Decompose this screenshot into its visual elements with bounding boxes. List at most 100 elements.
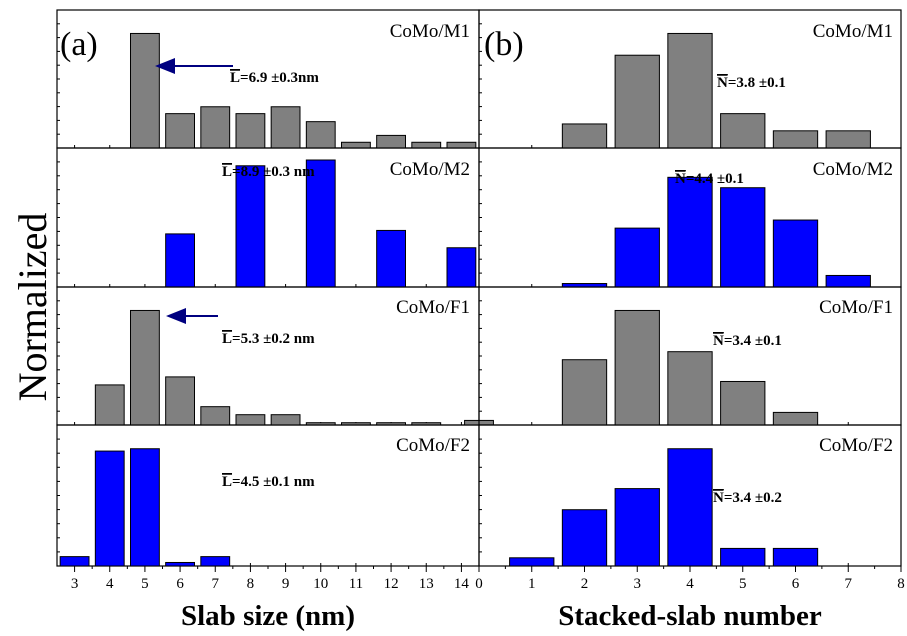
x-axis-label: Stacked-slab number (558, 600, 822, 632)
bar (614, 227, 660, 288)
arrow-head (166, 308, 186, 324)
sample-label: CoMo/F1 (819, 297, 893, 318)
bar (59, 556, 90, 567)
x-tick-label: 5 (739, 576, 747, 592)
bar (270, 106, 301, 149)
bar (94, 384, 125, 426)
bar (200, 406, 231, 426)
bar (270, 414, 301, 426)
stat-symbol: N (717, 75, 728, 91)
x-tick-label: 5 (141, 576, 149, 592)
x-axis-label: Slab size (nm) (181, 600, 355, 632)
panel-label: (a) (60, 26, 98, 63)
stat-value: =4.4 ±0.1 (686, 171, 744, 187)
x-tick-label: 3 (634, 576, 642, 592)
stat-value: =3.8 ±0.1 (728, 75, 786, 91)
sample-label: CoMo/M2 (390, 159, 470, 180)
bar (825, 130, 871, 149)
stat-label: N=3.4 ±0.2 (713, 490, 782, 506)
stat-label: L=5.3 ±0.2 nm (222, 331, 315, 347)
x-tick-label: 13 (419, 576, 434, 592)
bar (720, 380, 766, 426)
stat-value: =5.3 ±0.2 nm (232, 331, 315, 347)
stat-symbol: L (222, 474, 232, 490)
bar (561, 359, 608, 426)
bar (561, 509, 608, 567)
bar (614, 309, 660, 426)
bar (667, 351, 713, 426)
stat-symbol: N (675, 171, 686, 187)
bar (667, 448, 713, 567)
bar (561, 123, 608, 149)
x-tick-label: 6 (176, 576, 184, 592)
sample-label: CoMo/F2 (396, 435, 470, 456)
bar (667, 32, 713, 149)
sample-label: CoMo/M2 (813, 159, 893, 180)
x-tick-label: 8 (897, 576, 905, 592)
x-tick-label: 4 (106, 576, 114, 592)
stat-label: L=4.5 ±0.1 nm (222, 474, 315, 490)
stat-label: N=3.8 ±0.1 (717, 75, 786, 91)
stat-value: =8.9 ±0.3 nm (232, 164, 315, 180)
stat-symbol: N (713, 490, 724, 506)
bar (825, 274, 871, 288)
sample-label: CoMo/M1 (813, 21, 893, 42)
stat-label: L=6.9 ±0.3nm (230, 70, 319, 86)
bar (772, 130, 819, 149)
x-tick-label: 7 (212, 576, 220, 592)
bar (200, 556, 231, 567)
bar (446, 247, 477, 288)
bar (720, 113, 766, 149)
x-tick-label: 14 (454, 576, 470, 592)
stat-symbol: L (230, 70, 240, 86)
x-tick-label: 8 (247, 576, 255, 592)
bar (200, 106, 231, 149)
x-tick-label: 0 (475, 576, 483, 592)
stat-label: N=3.4 ±0.1 (713, 333, 782, 349)
bar (165, 233, 196, 288)
stat-symbol: N (713, 333, 724, 349)
bar (772, 411, 819, 426)
x-tick-label: 1 (528, 576, 536, 592)
x-tick-label: 7 (845, 576, 853, 592)
bar (720, 547, 766, 567)
bar (667, 176, 713, 288)
bar (772, 219, 819, 288)
bar (376, 134, 407, 149)
bar (94, 450, 125, 567)
y-axis-label: Normalized (10, 213, 55, 402)
bar (165, 561, 196, 567)
bar (305, 159, 336, 288)
x-tick-label: 4 (686, 576, 694, 592)
x-tick-label: 6 (792, 576, 800, 592)
x-tick-label: 3 (71, 576, 79, 592)
bar (235, 165, 266, 288)
bar (129, 448, 160, 567)
stat-value: =3.4 ±0.1 (724, 333, 782, 349)
sample-label: CoMo/M1 (390, 21, 470, 42)
sample-label: CoMo/F2 (819, 435, 893, 456)
x-tick-label: 10 (313, 576, 328, 592)
bar (720, 187, 766, 288)
panel-label: (b) (484, 26, 524, 63)
bar (614, 488, 660, 567)
bar (446, 141, 477, 149)
stat-value: =6.9 ±0.3nm (240, 70, 319, 86)
stat-symbol: L (222, 164, 232, 180)
arrow-head (155, 58, 175, 74)
bar (509, 557, 555, 567)
stat-symbol: L (222, 331, 232, 347)
bar (376, 229, 407, 288)
stat-value: =4.5 ±0.1 nm (232, 474, 315, 490)
bar (614, 54, 660, 149)
bar (305, 121, 336, 149)
sample-label: CoMo/F1 (396, 297, 470, 318)
x-tick-label: 2 (581, 576, 589, 592)
bar (411, 141, 442, 149)
stat-label: N=4.4 ±0.1 (675, 171, 744, 187)
bar (129, 32, 160, 149)
bar (772, 547, 819, 567)
bar (165, 376, 196, 426)
x-tick-label: 11 (349, 576, 363, 592)
